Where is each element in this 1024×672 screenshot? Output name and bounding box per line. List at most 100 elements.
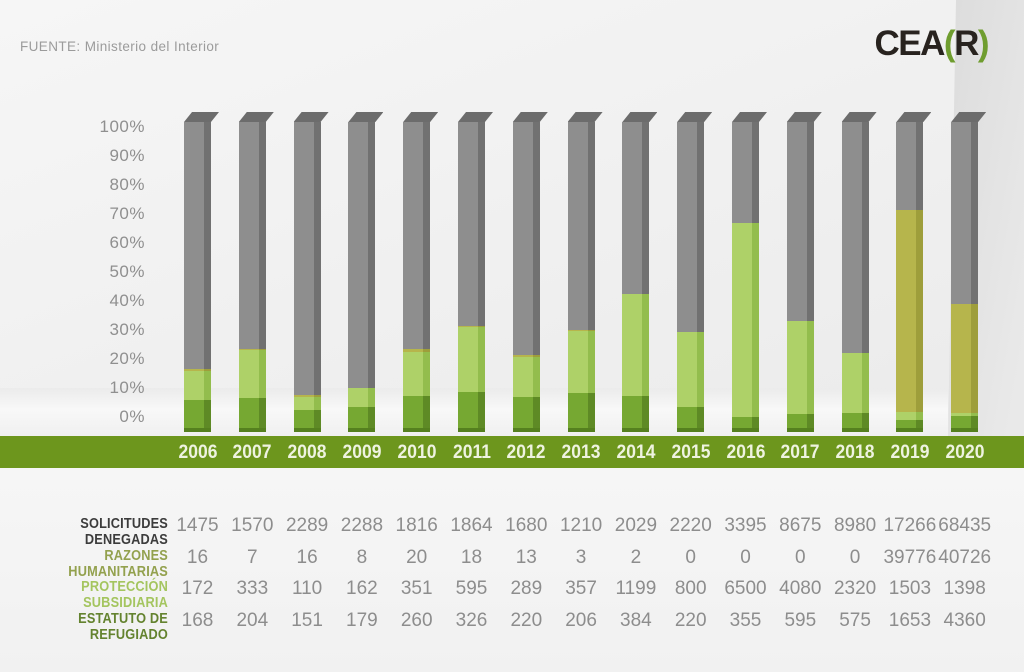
y-tick-label: 0% (119, 407, 145, 426)
y-tick-label: 20% (109, 349, 145, 368)
bar-2017 (786, 112, 822, 432)
table-cell: 4360 (943, 609, 986, 631)
year-label-2006: 2006 (178, 442, 217, 463)
year-label-2009: 2009 (342, 442, 382, 463)
year-label-2015: 2015 (671, 442, 711, 463)
bar-segment-razones-humanitarias (896, 209, 924, 412)
table-row-label-razones-humanitarias: RAZONES HUMANITARIAS (68, 547, 168, 580)
bar-top-face (841, 112, 877, 122)
table-cell: 110 (291, 578, 323, 599)
bar-top-face (458, 112, 493, 122)
bar-segment-protecci-n-subsidiaria (786, 320, 814, 415)
bar-top-face (567, 112, 603, 122)
bar-segment-razones-humanitarias (184, 368, 211, 372)
background-lower (0, 468, 1024, 672)
table-cell: 13 (515, 546, 537, 568)
bar-segment-razones-humanitarias (458, 325, 485, 328)
table-cell: 6500 (724, 578, 767, 599)
bar-segment-solicitudes-denegadas (677, 122, 705, 332)
table-cell: 2029 (614, 515, 658, 536)
year-label-2017: 2017 (780, 442, 820, 463)
logo-open-paren: ( (943, 24, 956, 63)
bar-bottom-bevel (732, 428, 759, 432)
bar-2011 (458, 112, 493, 432)
table-cell: 179 (346, 609, 378, 631)
bar-top-face (786, 112, 822, 122)
year-label-2014: 2014 (616, 442, 656, 463)
bar-segment-razones-humanitarias (293, 394, 321, 397)
bar-segment-protecci-n-subsidiaria (841, 353, 869, 414)
x-axis-year-band: 2006 2007 2008 2009 2010 2011 2012 2013 2014 2015… (0, 436, 1024, 468)
table-cell: 68435 (938, 515, 992, 536)
table-cell: 3 (575, 546, 587, 568)
bar-top-face (184, 112, 219, 122)
source-note: FUENTE: Ministerio del Interior (20, 39, 220, 54)
bar-top-face (951, 112, 987, 122)
bar-front-face (403, 122, 431, 428)
bar-segment-razones-humanitarias (403, 349, 431, 352)
bar-segment-estatuto-de-refugiado (184, 399, 211, 428)
table-cell: 16 (186, 546, 209, 568)
bar-segment-solicitudes-denegadas (293, 122, 321, 395)
bar-segment-estatuto-de-refugiado (567, 392, 595, 428)
year-label-2012: 2012 (506, 442, 546, 463)
bar-bottom-bevel (786, 428, 814, 432)
bar-bottom-bevel (238, 428, 266, 432)
table-cell: 326 (455, 609, 488, 631)
y-tick-label: 40% (109, 291, 145, 310)
bar-segment-protecci-n-subsidiaria (567, 331, 595, 393)
bar-segment-estatuto-de-refugiado (622, 395, 650, 428)
year-label-2019: 2019 (890, 442, 930, 463)
bar-front-face (951, 122, 979, 428)
table-cell: 1210 (559, 515, 603, 536)
table-cell: 1398 (943, 578, 986, 599)
bar-segment-razones-humanitarias (512, 355, 540, 358)
table-cell: 595 (784, 609, 817, 631)
bar-front-face (732, 122, 759, 428)
table-cell: 1864 (450, 515, 493, 536)
bar-segment-protecci-n-subsidiaria (184, 371, 211, 400)
year-label-2011: 2011 (452, 442, 491, 463)
bar-bottom-bevel (184, 428, 211, 432)
table-cell: 220 (674, 609, 707, 631)
table-cell: 333 (236, 578, 269, 599)
bar-segment-protecci-n-subsidiaria (677, 331, 705, 408)
bar-2020 (951, 112, 987, 432)
table-cell: 2320 (833, 578, 877, 599)
bar-front-face (622, 122, 650, 428)
bar-segment-solicitudes-denegadas (786, 122, 814, 321)
y-tick-label: 70% (109, 204, 145, 223)
bar-segment-protecci-n-subsidiaria (293, 396, 321, 410)
table-cell: 2220 (669, 515, 712, 536)
bar-bottom-bevel (896, 428, 924, 432)
table-cell: 595 (455, 578, 488, 599)
y-tick-label: 60% (109, 233, 145, 252)
bar-2007 (238, 112, 274, 432)
table-cell: 0 (685, 546, 696, 568)
table-row-label-protecci-n-subsidiaria: PROTECCIÓN SUBSIDIARIA (81, 579, 168, 611)
bar-top-face (732, 112, 767, 122)
bar-segment-protecci-n-subsidiaria (622, 293, 650, 396)
bar-segment-solicitudes-denegadas (732, 122, 759, 224)
bar-segment-protecci-n-subsidiaria (238, 350, 266, 399)
bar-segment-protecci-n-subsidiaria (512, 357, 540, 398)
bar-front-face (293, 122, 321, 428)
table-cell: 0 (849, 546, 861, 568)
table-cell: 39776 (883, 546, 937, 568)
table-cell: 172 (181, 578, 214, 599)
bar-segment-razones-humanitarias (951, 304, 979, 413)
bar-segment-estatuto-de-refugiado (293, 410, 321, 428)
table-cell: 1503 (888, 578, 932, 599)
bar-2018 (841, 112, 877, 432)
table-row-label-estatuto-de-refugiado: ESTATUTO DE REFUGIADO (78, 610, 168, 643)
bar-2006 (184, 112, 219, 432)
table-cell: 1680 (505, 515, 548, 536)
bar-front-face (677, 122, 705, 428)
table-cell: 575 (839, 609, 871, 631)
bar-2014 (622, 112, 658, 432)
bar-segment-estatuto-de-refugiado (951, 416, 979, 428)
bar-2009 (348, 112, 384, 432)
table-cell: 204 (236, 609, 269, 631)
bar-top-face (238, 112, 274, 122)
